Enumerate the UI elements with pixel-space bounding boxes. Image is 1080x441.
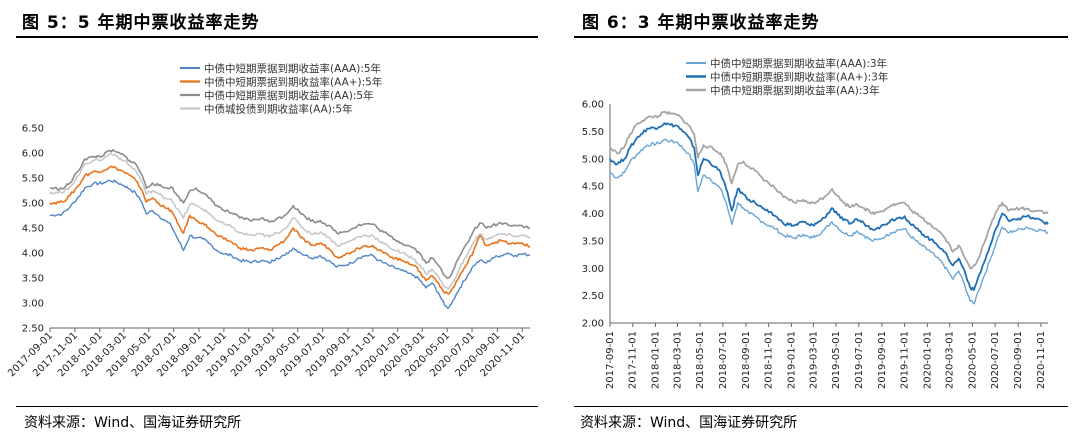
figure-6-source: 资料来源：Wind、国海证券研究所 — [580, 415, 798, 431]
series-line-3 — [50, 149, 531, 280]
y-tick-label: 5.50 — [22, 174, 44, 185]
y-tick-label: 6.00 — [22, 149, 44, 160]
x-tick-label: 2019-05-01 — [831, 331, 842, 389]
x-tick-label: 2019-11-01 — [900, 331, 911, 389]
x-tick-label: 2019-03-01 — [808, 331, 819, 389]
figure-6-panel: 图 6：3 年期中票收益率走势 2.00 2.50 3.00 3.50 4.00 4.50… — [566, 0, 1080, 441]
y-tick-label: 4.50 — [582, 182, 604, 193]
series-line-1 — [609, 138, 1049, 305]
series-line-4 — [49, 153, 531, 290]
x-tick-label: 2020-01-01 — [922, 331, 933, 389]
x-tick-label: 2018-07-01 — [718, 331, 729, 389]
series-line-3 — [609, 110, 1049, 270]
y-tick-label: 2.00 — [582, 319, 604, 330]
x-tick-label: 2019-07-01 — [854, 331, 865, 389]
x-tick-label: 2018-01-01 — [650, 331, 661, 389]
x-tick-label: 2020-09-01 — [1013, 331, 1024, 389]
figure-6-title: 图 6：3 年期中票收益率走势 — [582, 13, 820, 33]
y-tick-label: 3.00 — [22, 299, 44, 310]
title-rule — [16, 36, 538, 38]
y-tick-label: 4.00 — [582, 209, 604, 220]
x-tick-label: 2020-11-01 — [1036, 331, 1047, 389]
y-tick-label: 5.00 — [22, 199, 44, 210]
legend-label: 中债中短期票据到期收益率(AA):3年 — [710, 84, 880, 97]
series-line-2 — [609, 122, 1049, 291]
figure-5-source: 资料来源：Wind、国海证券研究所 — [24, 415, 242, 431]
legend-label: 中债中短期票据到期收益率(AAA):3年 — [710, 57, 887, 70]
x-tick-label: 2017-11-01 — [628, 331, 639, 389]
figure-5-chart: 2.503.003.504.004.505.005.506.006.502017… — [6, 62, 531, 379]
y-tick-label: 2.50 — [582, 291, 604, 302]
figure-5-panel: 图 5：5 年期中票收益率走势 2.50 3.00 3.50 4.00 4.50 5.00… — [0, 0, 538, 441]
source-rule — [16, 406, 538, 407]
y-tick-label: 5.50 — [582, 127, 604, 138]
figure-6-chart: 2.00 2.50 3.00 3.50 4.00 4.50 5.00 5.50 6.00 2017… — [582, 57, 1049, 389]
x-tick-label: 2020-03-01 — [945, 331, 956, 389]
y-tick-label: 4.00 — [22, 249, 44, 260]
figure-5-title: 图 5：5 年期中票收益率走势 — [22, 13, 260, 33]
source-rule — [574, 406, 1068, 407]
x-tick-label: 2018-09-01 — [741, 331, 752, 389]
y-tick-label: 3.50 — [582, 236, 604, 247]
series-line-1 — [49, 179, 531, 309]
legend-label: 中债中短期票据到期收益率(AAA):5年 — [204, 62, 381, 75]
x-tick-label: 2020-07-01 — [990, 331, 1001, 389]
x-tick-label: 2019-01-01 — [786, 331, 797, 389]
y-tick-label: 5.00 — [582, 154, 604, 165]
x-tick-label: 2017-09-01 — [605, 331, 616, 389]
series-line-2 — [49, 165, 531, 295]
y-tick-label: 3.50 — [22, 274, 44, 285]
y-tick-label: 3.00 — [582, 264, 604, 275]
legend-label: 中债中短期票据到期收益率(AA+):5年 — [204, 76, 382, 89]
x-tick-label: 2020-11-01 — [478, 330, 527, 379]
y-tick-label: 4.50 — [22, 224, 44, 235]
legend-label: 中债中短期票据到期收益率(AA):5年 — [204, 89, 374, 102]
y-tick-label: 2.50 — [22, 324, 44, 335]
legend-label: 中债城投债到期收益率(AA):5年 — [204, 103, 353, 116]
y-tick-label: 6.00 — [582, 100, 604, 111]
x-tick-label: 2020-05-01 — [967, 331, 978, 389]
x-tick-label: 2019-09-01 — [877, 331, 888, 389]
x-tick-label: 2018-03-01 — [672, 331, 683, 389]
title-rule — [574, 36, 1068, 38]
x-tick-label: 2018-11-01 — [764, 331, 775, 389]
legend-label: 中债中短期票据到期收益率(AA+):3年 — [710, 71, 888, 84]
y-tick-label: 6.50 — [22, 124, 44, 135]
x-tick-label: 2018-05-01 — [695, 331, 706, 389]
